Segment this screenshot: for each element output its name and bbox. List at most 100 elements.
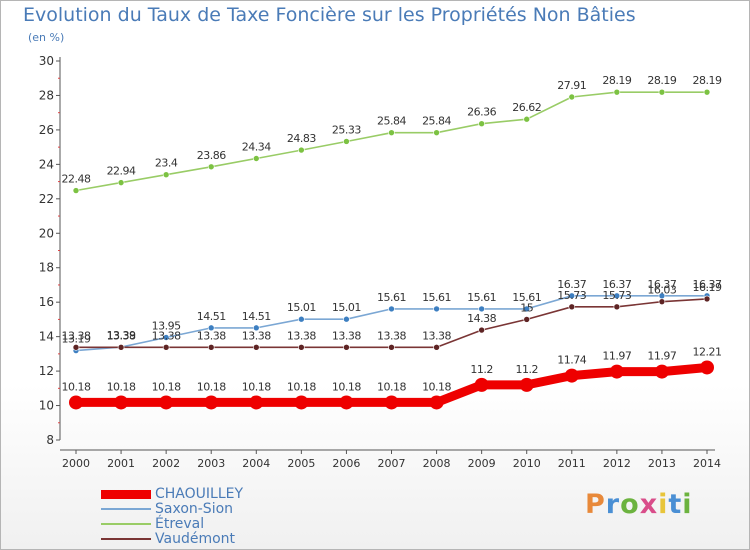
data-label-etreval: 25.33 [332,123,361,136]
data-label-etreval: 28.19 [602,74,631,87]
data-label-chaouilley: 10.18 [287,380,316,393]
logo-letter: x [639,489,659,520]
data-label-etreval: 24.83 [287,132,316,145]
logo-letter: P [585,489,606,520]
data-label-etreval: 26.36 [467,106,496,119]
data-point-vaudemont [478,326,485,334]
data-label-vaudemont: 15.73 [557,289,586,302]
data-label-vaudemont: 13.38 [242,329,271,342]
data-point-vaudemont [433,344,440,351]
data-point-vaudemont [298,344,305,351]
data-label-chaouilley: 12.21 [693,345,722,358]
data-label-vaudemont: 13.38 [107,329,136,342]
data-point-chaouilley [609,364,624,379]
x-tick-label: 2006 [332,457,360,470]
proxiti-logo: Proxiti [585,489,693,520]
data-label-saxon-sion: 15.61 [512,291,541,304]
data-label-vaudemont: 13.38 [287,329,316,342]
x-tick-label: 2003 [197,457,225,470]
y-tick-label: 12 [39,364,54,378]
data-point-vaudemont [207,344,215,351]
y-tick-label: 26 [39,123,54,137]
data-label-saxon-sion: 14.51 [242,310,271,323]
x-tick-label: 2005 [287,457,315,470]
data-label-chaouilley: 11.74 [557,354,586,367]
data-label-saxon-sion: 15.01 [332,301,361,314]
data-label-etreval: 28.19 [647,74,676,87]
y-tick-label: 28 [39,88,54,102]
data-point-chaouilley [114,395,129,410]
x-tick-label: 2004 [242,457,270,470]
legend-swatch [101,508,151,510]
data-point-vaudemont [343,344,350,351]
data-point-chaouilley [654,364,669,379]
x-tick-label: 2007 [378,457,406,470]
data-label-etreval: 22.48 [62,173,91,186]
data-label-saxon-sion: 15.61 [422,291,451,304]
data-point-vaudemont [162,344,170,351]
x-tick-label: 2001 [107,457,135,470]
data-label-vaudemont: 13.38 [422,329,451,342]
x-tick-label: 2012 [603,457,631,470]
logo-letter: i [682,489,693,520]
data-point-saxon-sion [523,305,531,313]
data-point-vaudemont [523,316,531,323]
logo-letter: t [668,489,683,520]
data-label-etreval: 24.34 [242,141,271,154]
data-point-etreval [478,120,485,128]
data-point-etreval [703,88,711,96]
data-point-vaudemont [117,344,125,351]
data-label-saxon-sion: 16.37 [647,278,676,291]
data-label-etreval: 28.19 [693,74,722,87]
data-point-etreval [388,129,395,136]
x-tick-label: 2013 [648,457,676,470]
x-tick-label: 2000 [62,457,90,470]
data-point-etreval [343,138,350,145]
data-label-chaouilley: 10.18 [377,380,406,393]
y-tick-label: 30 [39,54,54,68]
logo-letter: i [658,489,669,520]
data-label-vaudemont: 13.38 [152,329,181,342]
legend-label: CHAOUILLEY [155,486,244,502]
data-point-etreval [523,115,531,123]
data-point-chaouilley [69,395,83,410]
data-point-etreval [72,187,80,194]
data-label-etreval: 23.4 [155,157,178,170]
data-label-vaudemont: 15.73 [602,289,631,302]
data-label-chaouilley: 10.18 [62,380,91,393]
data-label-etreval: 22.94 [107,165,136,178]
data-label-chaouilley: 11.2 [470,363,493,376]
data-label-chaouilley: 11.2 [515,363,538,376]
data-point-chaouilley [384,395,399,410]
legend-swatch [101,538,151,540]
data-label-etreval: 23.86 [197,149,226,162]
data-label-etreval: 27.91 [557,79,586,92]
data-point-saxon-sion [613,292,621,300]
x-tick-label: 2002 [152,457,180,470]
data-point-chaouilley [474,377,489,392]
y-tick-label: 20 [39,226,54,240]
data-label-chaouilley: 10.18 [152,380,181,393]
data-point-saxon-sion [478,305,485,313]
data-label-vaudemont: 15 [520,301,533,314]
data-point-chaouilley [249,395,264,410]
data-label-saxon-sion: 16.37 [602,278,631,291]
data-point-chaouilley [159,395,174,410]
data-point-chaouilley [564,368,579,383]
y-tick-label: 8 [46,433,54,447]
data-label-chaouilley: 10.18 [422,380,451,393]
data-point-saxon-sion [252,324,260,332]
data-label-etreval: 26.62 [512,101,541,114]
data-point-vaudemont [658,298,666,305]
legend-label: Saxon-Sion [155,501,234,517]
data-label-saxon-sion: 15.61 [467,291,496,304]
data-point-vaudemont [388,344,395,351]
logo-letter: r [605,489,621,520]
series-line-etreval [75,91,707,192]
legend-swatch [101,523,151,525]
data-point-saxon-sion [343,315,350,323]
data-label-saxon-sion: 15.01 [287,301,316,314]
data-point-etreval [252,155,260,162]
data-point-vaudemont [72,344,80,351]
